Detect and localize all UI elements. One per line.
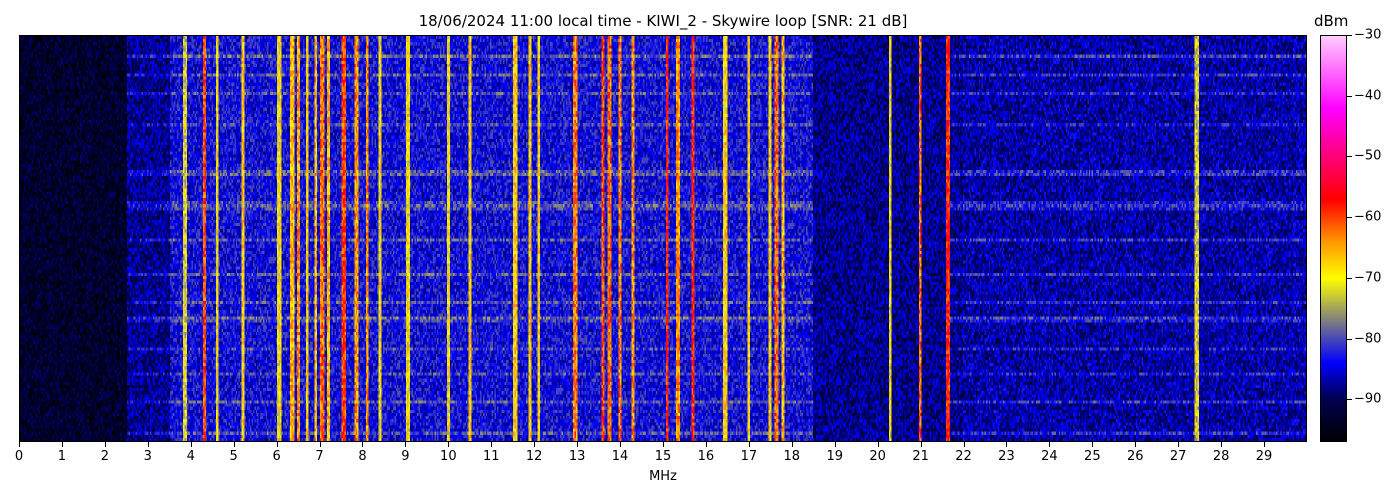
colorbar-tick <box>1347 156 1352 158</box>
x-tick-label: 27 <box>1169 449 1187 464</box>
x-tick <box>19 442 20 447</box>
colorbar-tick <box>1347 338 1352 340</box>
x-tick <box>705 442 707 447</box>
colorbar-tick <box>1347 399 1352 401</box>
colorbar <box>1320 35 1347 442</box>
x-tick-label: 19 <box>826 449 843 464</box>
x-tick-label: 2 <box>100 449 109 464</box>
colorbar-tick <box>1347 217 1352 219</box>
x-tick <box>620 442 622 447</box>
x-tick <box>577 442 579 447</box>
colorbar-tick <box>1347 35 1352 36</box>
x-tick <box>61 442 63 447</box>
x-tick <box>748 442 750 447</box>
colorbar-tick-label: −90 <box>1354 391 1382 407</box>
x-tick-label: 21 <box>912 449 929 464</box>
x-tick-label: 6 <box>272 449 281 464</box>
x-tick <box>448 442 450 447</box>
x-tick-label: 24 <box>1041 449 1058 464</box>
x-tick-label: 23 <box>998 449 1015 464</box>
x-tick-label: 25 <box>1084 449 1101 464</box>
x-tick <box>276 442 278 447</box>
colorbar-tick-label: −70 <box>1354 270 1382 286</box>
x-tick <box>920 442 922 447</box>
x-tick-label: 18 <box>783 449 801 464</box>
x-tick-label: 16 <box>697 449 715 464</box>
x-tick <box>1006 442 1008 447</box>
waterfall-plot <box>19 35 1307 442</box>
x-tick <box>190 442 192 447</box>
x-tick <box>1135 442 1137 447</box>
colorbar-tick-label: −40 <box>1354 88 1382 104</box>
x-tick <box>1264 442 1266 447</box>
x-tick <box>534 442 536 447</box>
colorbar-tick-label: −30 <box>1354 27 1382 43</box>
x-tick-label: 28 <box>1212 449 1230 464</box>
x-tick-label: 5 <box>229 449 238 464</box>
x-tick <box>963 442 965 447</box>
x-tick-label: 29 <box>1255 449 1273 464</box>
x-tick <box>405 442 407 447</box>
x-tick-label: 4 <box>186 449 195 464</box>
x-tick-label: 20 <box>869 449 886 464</box>
colorbar-tick-label: −60 <box>1354 209 1382 225</box>
colorbar-tick <box>1347 277 1352 279</box>
colorbar-tick <box>1347 95 1352 97</box>
colorbar-title: dBm <box>1314 12 1349 30</box>
x-tick-label: 14 <box>611 449 629 464</box>
x-tick <box>1221 442 1223 447</box>
x-tick <box>491 442 493 447</box>
x-tick-label: 7 <box>315 449 324 464</box>
x-tick-label: 0 <box>14 449 24 464</box>
chart-title: 18/06/2024 11:00 local time - KIWI_2 - S… <box>418 12 908 30</box>
x-tick <box>1178 442 1180 447</box>
x-tick <box>663 442 664 447</box>
x-tick <box>834 442 836 447</box>
x-tick-label: 22 <box>955 449 972 464</box>
x-tick-label: 12 <box>525 449 543 464</box>
x-tick-label: 9 <box>401 449 410 464</box>
x-tick <box>791 442 793 447</box>
x-tick-label: 15 <box>654 449 672 464</box>
x-tick <box>319 442 321 447</box>
x-tick-label: 26 <box>1126 449 1144 464</box>
x-tick-label: 3 <box>143 449 152 464</box>
x-tick <box>1092 442 1094 447</box>
x-tick <box>362 442 364 447</box>
x-tick-label: 8 <box>358 449 367 464</box>
x-tick <box>147 442 149 447</box>
colorbar-tick-label: −80 <box>1354 331 1382 347</box>
x-tick-label: 13 <box>568 449 586 464</box>
x-tick <box>1049 442 1051 447</box>
x-tick-label: 11 <box>482 449 500 464</box>
x-tick-label: 1 <box>57 449 67 464</box>
x-tick <box>877 442 879 447</box>
x-axis-title: MHz <box>649 469 677 484</box>
x-tick <box>233 442 235 447</box>
colorbar-tick-label: −50 <box>1354 148 1382 164</box>
x-tick-label: 17 <box>740 449 758 464</box>
waterfall-heatmap <box>20 36 1306 441</box>
x-tick <box>104 442 106 447</box>
x-tick-label: 10 <box>440 449 457 464</box>
